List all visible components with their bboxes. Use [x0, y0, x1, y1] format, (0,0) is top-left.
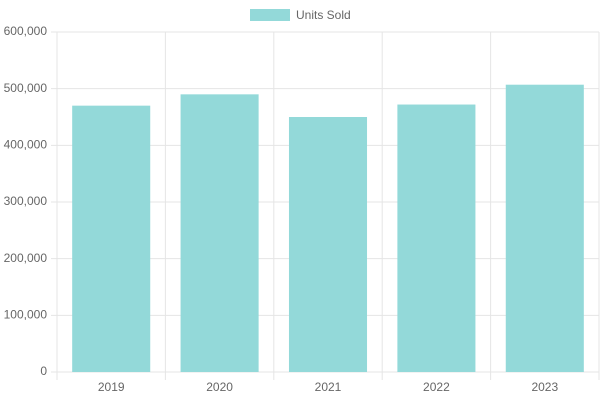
y-tick-label: 0	[40, 364, 47, 378]
x-tick-label: 2021	[315, 380, 342, 394]
y-tick-label: 400,000	[4, 138, 48, 152]
bar	[397, 104, 476, 373]
x-tick-label: 2023	[531, 380, 558, 394]
bar	[505, 84, 584, 372]
legend-label[interactable]: Units Sold	[296, 8, 351, 22]
bar	[72, 105, 151, 373]
legend-swatch[interactable]	[250, 9, 290, 21]
x-tick-label: 2019	[98, 380, 125, 394]
y-tick-label: 500,000	[4, 81, 48, 95]
y-tick-label: 300,000	[4, 194, 48, 208]
x-tick-label: 2020	[206, 380, 233, 394]
y-tick-label: 100,000	[4, 308, 48, 322]
x-tick-label: 2022	[423, 380, 450, 394]
bar	[180, 94, 259, 372]
y-tick-label: 200,000	[4, 251, 48, 265]
bar	[288, 117, 368, 372]
y-tick-label: 600,000	[4, 24, 48, 38]
